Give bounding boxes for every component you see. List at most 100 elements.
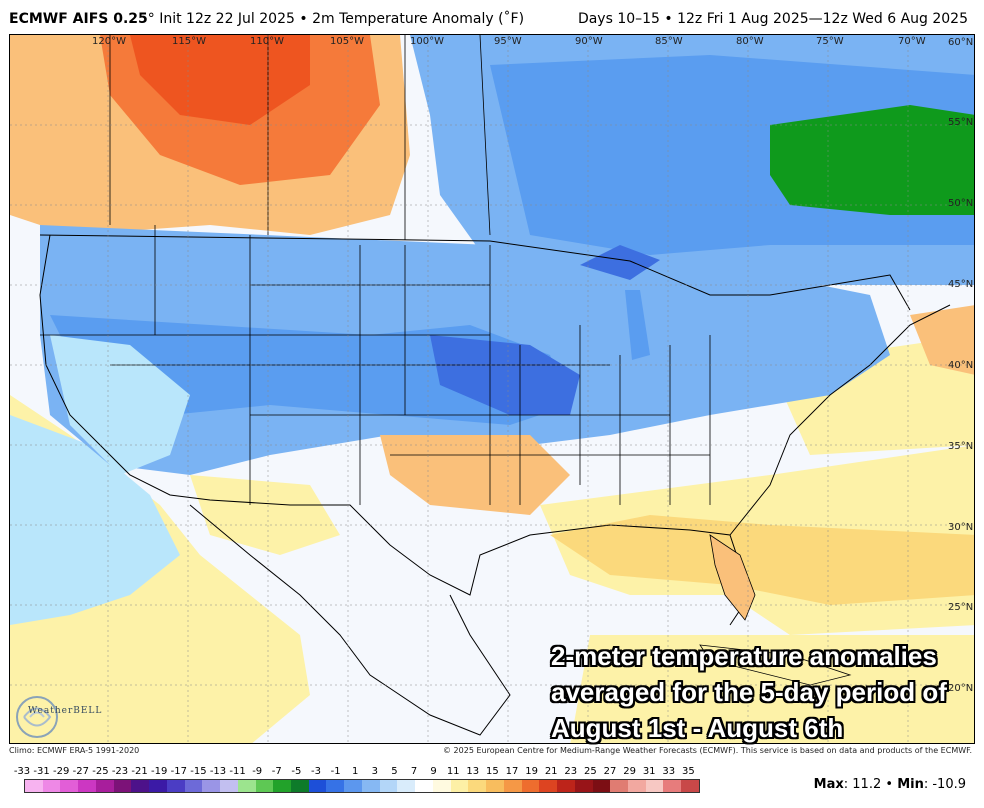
colorbar-label: 15: [486, 766, 499, 777]
colorbar-label: -9: [252, 766, 263, 777]
climo-note: Climo: ECMWF ERA-5 1991-2020: [9, 746, 140, 755]
cuba: [699, 644, 852, 686]
colorbar-label: 33: [662, 766, 676, 777]
colorbar-swatch: [503, 780, 522, 792]
lat-label: 45°N: [948, 279, 974, 290]
colorbar-label: 11: [446, 766, 460, 777]
mexico-coastline: [189, 504, 511, 736]
annotation-line-2: averaged for the 5-day period of: [551, 677, 947, 707]
max-min-stats: Max: 11.2 • Min: -10.9: [813, 777, 966, 792]
colorbar-label: -27: [72, 766, 89, 777]
plains-deep-blue: [430, 335, 580, 415]
colorbar-swatch: [663, 780, 682, 792]
lat-label: 20°N: [948, 683, 974, 694]
colorbar-swatch: [60, 780, 79, 792]
valid-period: Days 10–15 • 12z Fri 1 Aug 2025—12z Wed …: [577, 11, 968, 27]
bullet-sep: •: [299, 11, 308, 27]
pacific-light-blue: [10, 415, 180, 625]
annotation-line-1: 2-meter temperature anomalies: [551, 641, 937, 671]
map-canvas: [10, 35, 974, 743]
florida: [709, 534, 756, 621]
atlantic-orange-band: [550, 515, 974, 605]
colorbar-swatch: [42, 780, 61, 792]
us-east-coast: [729, 304, 951, 536]
copyright-note: © 2025 European Centre for Medium-Range …: [443, 746, 972, 755]
colorbar-label: -29: [53, 766, 70, 777]
map-title: ECMWF AIFS 0.25° Init 12z 22 Jul 2025 • …: [9, 11, 524, 27]
lon-label: 80°W: [736, 36, 764, 47]
colorbar-swatch: [557, 780, 575, 792]
weatherbell-logo: WeatherBELL: [14, 694, 101, 740]
colorbar-swatch: [149, 780, 167, 792]
colorbar-label: 3: [371, 766, 378, 777]
graticule: [10, 35, 974, 743]
max-label: Max: [813, 777, 844, 792]
colorbar-label: -7: [271, 766, 282, 777]
lat-label: 55°N: [948, 117, 974, 128]
annotation-text: 2-meter temperature anomalies averaged f…: [551, 638, 947, 746]
colorbar-swatch: [113, 780, 132, 792]
lon-label: 75°W: [816, 36, 844, 47]
lon-label: 115°W: [172, 36, 206, 47]
colorbar-label: -23: [111, 766, 129, 777]
colorbar-label: -31: [33, 766, 50, 777]
colorbar-swatch: [255, 780, 274, 792]
annotation-line-3: August 1st - August 6th: [551, 713, 844, 743]
lake-michigan: [625, 290, 650, 360]
colorbar-swatch: [574, 780, 593, 792]
colorbar-swatch: [78, 780, 96, 792]
colorbar-swatch: [220, 780, 238, 792]
southwest-yellow: [190, 475, 340, 555]
colorbar-label: 19: [525, 766, 538, 777]
colorbar-swatch: [326, 780, 345, 792]
lon-label: 105°W: [330, 36, 364, 47]
colorbar-label: 9: [430, 766, 437, 777]
colorbar-swatch: [237, 780, 256, 792]
colorbar-label: 27: [603, 766, 617, 777]
colorbar-swatch: [539, 780, 558, 792]
colorbar-swatch: [486, 780, 504, 792]
logo-text: WeatherBELL: [28, 706, 103, 716]
colorbar-label: -25: [92, 766, 109, 777]
degree-sign: °: [147, 11, 155, 27]
great-basin-light-blue: [50, 335, 190, 475]
caribbean-yellow: [570, 635, 974, 743]
colorbar-label: -15: [190, 766, 207, 777]
colorbar-label: -3: [311, 766, 321, 777]
colorbar-label: 5: [391, 766, 398, 777]
map-header: ECMWF AIFS 0.25° Init 12z 22 Jul 2025 • …: [0, 0, 984, 34]
colorbar-swatch: [308, 780, 327, 792]
colorbar-swatch: [166, 780, 185, 792]
weatherbell-swirl-icon: [16, 696, 58, 738]
colorbar-label: 31: [642, 766, 656, 777]
colorbar-label: 13: [466, 766, 480, 777]
colorbar-swatch: [627, 780, 646, 792]
colorbar-label: 17: [505, 766, 519, 777]
max-value: 11.2: [852, 777, 882, 792]
colorbar-swatch: [592, 780, 611, 792]
colorbar-label: -5: [291, 766, 302, 777]
anomaly-map: 120°W 115°W 110°W 105°W 100°W 95°W 90°W …: [9, 34, 975, 744]
colorbar-label: 29: [623, 766, 636, 777]
colorbar-swatch: [184, 780, 203, 792]
colorbar-label: 21: [544, 766, 558, 777]
atlantic-ne-orange: [910, 305, 974, 375]
us-coastline-south: [39, 234, 751, 626]
colorbar-label: -11: [229, 766, 246, 777]
colorbar-label: 7: [410, 766, 418, 777]
colorbar-swatch: [131, 780, 150, 792]
colorbar-swatch: [291, 780, 309, 792]
colorbar-swatch: [432, 780, 451, 792]
lat-label: 60°N: [948, 37, 974, 48]
colorbar-swatch: [468, 780, 487, 792]
colorbar: [24, 779, 700, 793]
lon-label: 120°W: [92, 36, 126, 47]
colorbar-swatch: [361, 780, 380, 792]
colorbar-label: 1: [352, 766, 359, 777]
colorbar-swatch: [681, 780, 699, 792]
lon-label: 90°W: [575, 36, 603, 47]
min-label: Min: [897, 777, 924, 792]
min-value: -10.9: [932, 777, 966, 792]
colorbar-swatch: [344, 780, 362, 792]
colorbar-swatch: [25, 780, 43, 792]
